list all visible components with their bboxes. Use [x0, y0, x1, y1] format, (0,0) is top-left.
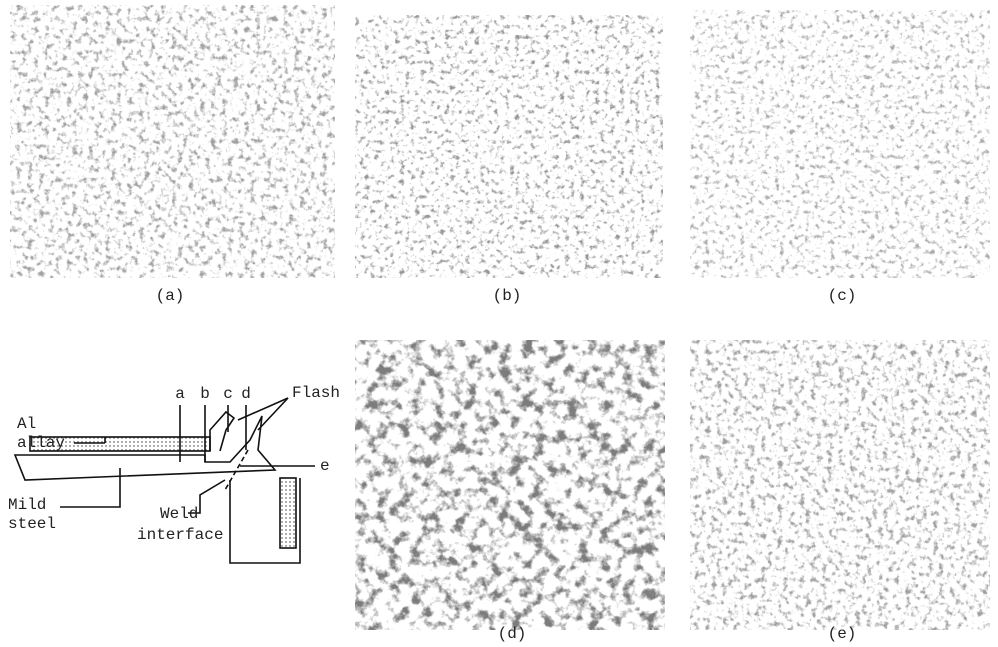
diagram-label: e	[320, 457, 330, 475]
page: (a) (b) (c) (d) (e) Al allay a b c d Fla…	[0, 0, 998, 647]
panel-label: (a)	[156, 287, 185, 305]
diagram-label: interface	[137, 526, 223, 544]
alloy-block	[280, 478, 296, 548]
micrograph	[690, 10, 990, 278]
diagram-label: d	[241, 385, 251, 403]
leader	[60, 468, 120, 507]
diagram-label: Flash	[292, 384, 340, 402]
diagram-label: allay	[17, 434, 65, 452]
diagram-label: Al	[17, 415, 36, 433]
micrograph	[355, 15, 663, 278]
diagram-label: a	[175, 385, 185, 403]
panel-label: (b)	[493, 287, 522, 305]
diagram-label: b	[200, 385, 210, 403]
diagram-label: Mild	[8, 496, 46, 514]
micrograph	[690, 340, 990, 630]
diagram-label: Weld	[160, 505, 198, 523]
figure: (a) (b) (c) (d) (e) Al allay a b c d Fla…	[0, 0, 998, 647]
diagram-label: c	[223, 385, 233, 403]
panel-label: (e)	[828, 625, 857, 643]
flash	[210, 412, 234, 451]
micrograph	[355, 340, 665, 630]
leader	[258, 398, 288, 430]
diagram-label: steel	[8, 515, 56, 533]
panel-label: (d)	[498, 625, 527, 643]
panel-label: (c)	[828, 287, 857, 305]
micrograph	[10, 5, 335, 278]
